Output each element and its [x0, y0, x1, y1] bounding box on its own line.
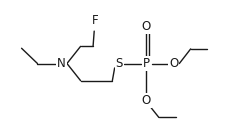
Text: S: S [116, 57, 123, 70]
Text: O: O [169, 57, 178, 70]
Text: O: O [142, 20, 151, 33]
Text: O: O [142, 94, 151, 107]
Text: F: F [92, 14, 99, 27]
Text: N: N [57, 57, 66, 70]
Text: P: P [143, 57, 150, 70]
